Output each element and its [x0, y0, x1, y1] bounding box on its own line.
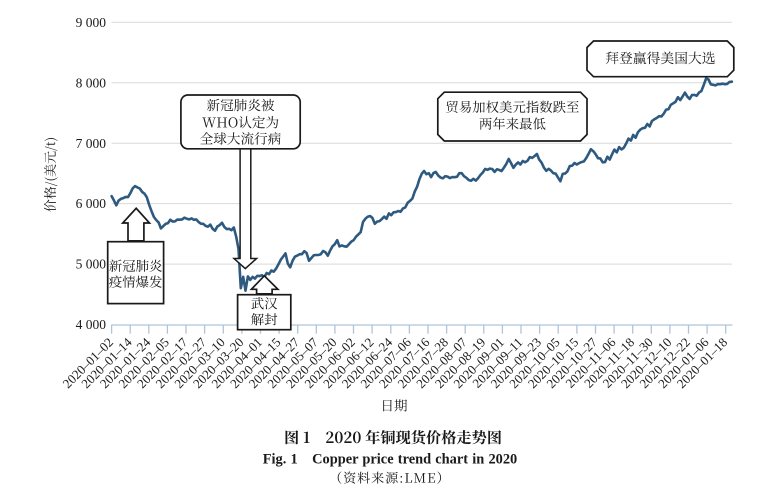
svg-text:8 000: 8 000	[76, 75, 107, 90]
svg-text:4 000: 4 000	[76, 317, 107, 332]
svg-text:7 000: 7 000	[76, 136, 107, 151]
svg-text:5 000: 5 000	[76, 257, 107, 272]
svg-text:9 000: 9 000	[76, 15, 107, 30]
svg-text:Fig. 1 Copper price trend char: Fig. 1 Copper price trend chart in 2020	[263, 451, 518, 467]
svg-text:6 000: 6 000	[76, 196, 107, 211]
